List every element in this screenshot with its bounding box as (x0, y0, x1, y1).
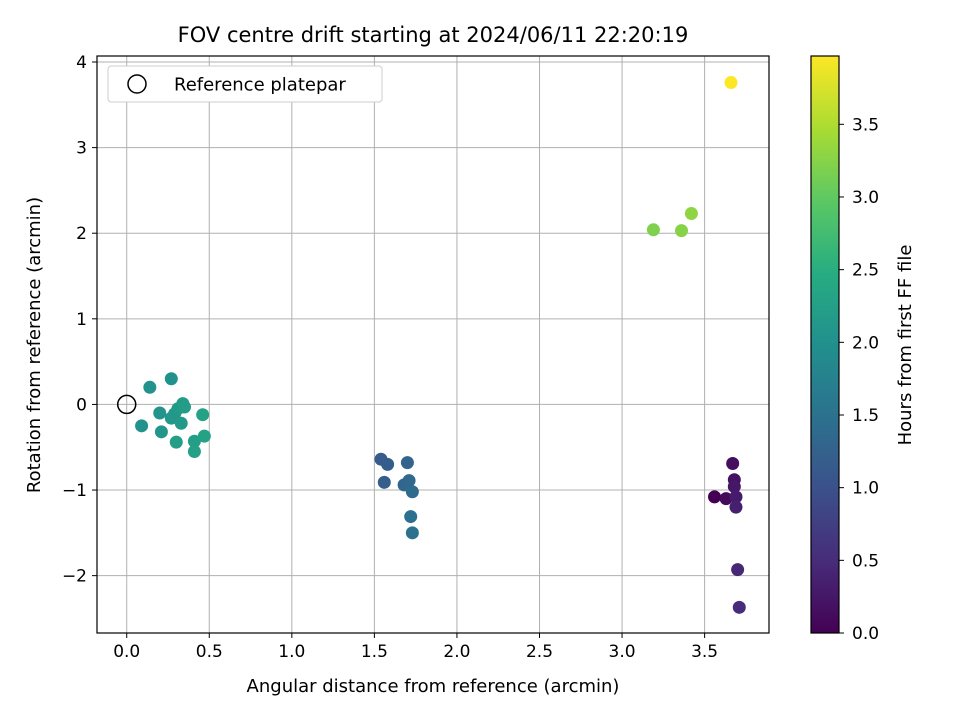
colorbar-tick-label: 2.5 (852, 261, 879, 281)
x-tick-label: 1.0 (278, 642, 305, 662)
y-tick-label: 4 (76, 53, 87, 73)
legend-marker (127, 74, 147, 94)
plot-area: 0.0 0.5 1.0 1.5 2.0 2.5 3.0 3.5 −2 −1 0 1 2 3 4 (62, 53, 770, 662)
data-point (731, 563, 745, 577)
x-tick-label: 3.0 (609, 642, 636, 662)
data-point (719, 492, 733, 506)
legend-entry: Reference platepar (174, 75, 346, 96)
data-point (646, 223, 660, 237)
data-point (143, 380, 157, 394)
colorbar-tick-label: 0.5 (852, 551, 879, 571)
data-point (405, 485, 419, 499)
data-point (187, 445, 201, 459)
plot-frame (96, 55, 770, 634)
data-points (135, 76, 746, 614)
colorbar-tick-label: 1.5 (852, 406, 879, 426)
colorbar-gradient (810, 55, 840, 634)
data-point (135, 419, 149, 433)
colorbar-tick-label: 1.0 (852, 479, 879, 499)
data-point (174, 416, 188, 430)
data-point (405, 526, 419, 540)
x-axis-ticks: 0.0 0.5 1.0 1.5 2.0 2.5 3.0 3.5 (113, 633, 718, 662)
data-point (196, 408, 210, 422)
y-axis-ticks: −2 −1 0 1 2 3 4 (62, 53, 97, 587)
data-point (178, 400, 192, 414)
y-tick-label: 0 (76, 395, 87, 415)
data-point (708, 490, 722, 504)
colorbar-tick-label: 3.5 (852, 115, 879, 135)
data-point (732, 600, 746, 614)
y-tick-label: 1 (76, 310, 87, 330)
data-point (381, 457, 395, 471)
data-point (154, 425, 168, 439)
y-tick-label: 2 (76, 224, 87, 244)
data-point (402, 474, 416, 488)
legend-box (107, 65, 383, 103)
data-point (729, 500, 743, 514)
x-tick-label: 0.5 (196, 642, 223, 662)
colorbar-label: Hours from first FF file (895, 245, 916, 446)
x-tick-label: 3.5 (691, 642, 718, 662)
data-point (377, 475, 391, 489)
x-tick-label: 2.0 (443, 642, 470, 662)
data-point (404, 510, 418, 524)
data-point (724, 76, 738, 90)
legend: Reference platepar (107, 65, 383, 103)
data-point (729, 490, 743, 504)
y-axis-label: Rotation from reference (arcmin) (24, 197, 45, 493)
colorbar-ticks: 0.0 0.5 1.0 1.5 2.0 2.5 3.0 3.5 (839, 115, 879, 644)
data-point (727, 480, 741, 494)
y-tick-label: −2 (62, 567, 87, 587)
y-tick-label: 3 (76, 139, 87, 159)
y-tick-label: −1 (62, 481, 87, 501)
data-point (726, 456, 740, 470)
data-point (187, 434, 201, 448)
reference-platepar-marker (116, 394, 137, 415)
data-point (153, 406, 167, 420)
data-point (169, 435, 183, 449)
x-axis-label: Angular distance from reference (arcmin) (247, 676, 620, 697)
data-point (684, 207, 698, 221)
colorbar: 0.0 0.5 1.0 1.5 2.0 2.5 3.0 3.5 Hours from firs… (810, 55, 916, 644)
data-point (164, 372, 178, 386)
colorbar-tick-label: 0.0 (852, 624, 879, 644)
data-point (674, 224, 688, 238)
colorbar-tick-label: 2.0 (852, 333, 879, 353)
chart-title: FOV centre drift starting at 2024/06/11 … (178, 23, 689, 47)
x-tick-label: 0.0 (113, 642, 140, 662)
data-point (197, 429, 211, 443)
colorbar-tick-label: 3.0 (852, 188, 879, 208)
x-tick-label: 2.5 (526, 642, 553, 662)
x-tick-label: 1.5 (361, 642, 388, 662)
plot-background (97, 56, 769, 633)
data-point (400, 456, 414, 470)
